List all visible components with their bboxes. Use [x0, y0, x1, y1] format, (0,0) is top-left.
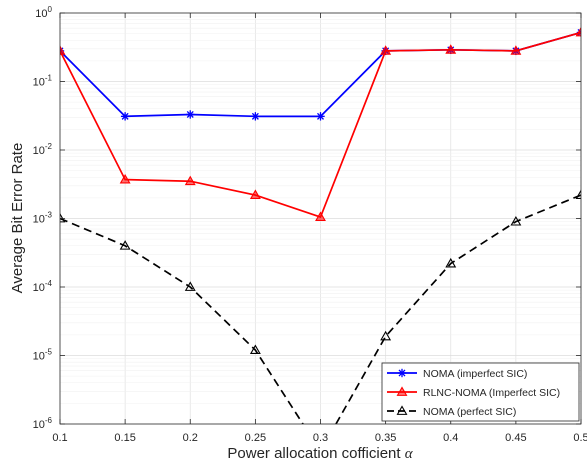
y-tick-labels: 100 10-1 10-2 10-3 10-4 10-5 10-6 — [33, 5, 53, 431]
legend-label: NOMA (imperfect SIC) — [423, 368, 527, 380]
legend-entry-noma-perfect: NOMA (perfect SIC) — [387, 405, 516, 418]
legend-noma-imperfect-point — [397, 368, 407, 378]
axis-ticks — [59, 12, 582, 425]
rlnc-noma-imperfect-point — [60, 45, 66, 55]
rlnc-noma-imperfect-point — [575, 26, 581, 37]
noma-perfect-point — [184, 281, 196, 291]
x-tick-label: 0.15 — [114, 432, 135, 444]
noma-imperfect-point — [186, 110, 195, 119]
rlnc-noma-imperfect-point — [119, 173, 131, 184]
x-tick-label: 0.1 — [52, 432, 67, 444]
noma-perfect-point — [249, 344, 261, 355]
legend-entry-rlnc-noma-imperfect: RLNC-NOMA (Imperfect SIC) — [387, 386, 560, 399]
noma-perfect-point — [380, 330, 392, 341]
rlnc-noma-imperfect-point — [184, 175, 196, 186]
noma-perfect-point — [119, 240, 131, 250]
legend: NOMA (imperfect SIC) RLNC-NOMA (Imperfect… — [381, 362, 580, 422]
rlnc-noma-imperfect-point — [249, 189, 261, 199]
legend-label: NOMA (perfect SIC) — [423, 406, 516, 418]
noma-imperfect-point — [251, 112, 260, 121]
noma-imperfect-point — [120, 112, 130, 121]
x-tick-label: 0.4 — [443, 432, 458, 444]
legend-entry-noma-imperfect: NOMA (imperfect SIC) — [387, 368, 527, 380]
x-tick-label: 0.2 — [183, 432, 198, 444]
noma-imperfect-point — [316, 112, 325, 121]
series-layer — [60, 26, 581, 424]
rlnc-noma-imperfect-point — [445, 44, 457, 54]
rlnc-noma-imperfect-point — [315, 211, 326, 221]
legend-rlnc-noma-imperfect-point — [396, 386, 408, 396]
y-tick-label: 10-5 — [33, 348, 53, 363]
rlnc-noma-imperfect-series — [60, 26, 581, 221]
noma-perfect-point — [60, 212, 66, 223]
x-tick-label: 0.5 — [573, 432, 587, 444]
legend-label: RLNC-NOMA (Imperfect SIC) — [423, 387, 560, 399]
y-tick-label: 10-4 — [33, 279, 53, 294]
legend-noma-perfect-point — [396, 405, 408, 415]
y-axis-label: Average Bit Error Rate — [9, 143, 26, 294]
x-tick-label: 0.3 — [313, 432, 328, 444]
x-tick-label: 0.35 — [375, 432, 396, 444]
y-tick-label: 10-3 — [33, 211, 53, 226]
x-tick-labels: 0.1 0.15 0.2 0.25 0.3 0.35 0.4 0.45 0.5 — [52, 432, 587, 444]
y-tick-label: 100 — [35, 5, 52, 20]
noma-perfect-point — [445, 257, 457, 268]
x-axis-label: Power allocation cofficient α — [227, 445, 413, 462]
noma-perfect-point — [575, 189, 581, 199]
y-tick-label: 10-1 — [33, 74, 53, 89]
noma-perfect-line — [60, 194, 581, 424]
rlnc-noma-imperfect-point — [380, 45, 392, 55]
noma-perfect-point — [510, 216, 522, 226]
noma-perfect-series — [60, 189, 581, 424]
x-tick-label: 0.25 — [245, 432, 266, 444]
x-tick-label: 0.45 — [505, 432, 526, 444]
y-tick-label: 10-2 — [33, 142, 53, 157]
rlnc-noma-imperfect-point — [510, 45, 522, 55]
y-tick-label: 10-6 — [33, 416, 53, 431]
x-axis-label-symbol: α — [405, 446, 414, 462]
